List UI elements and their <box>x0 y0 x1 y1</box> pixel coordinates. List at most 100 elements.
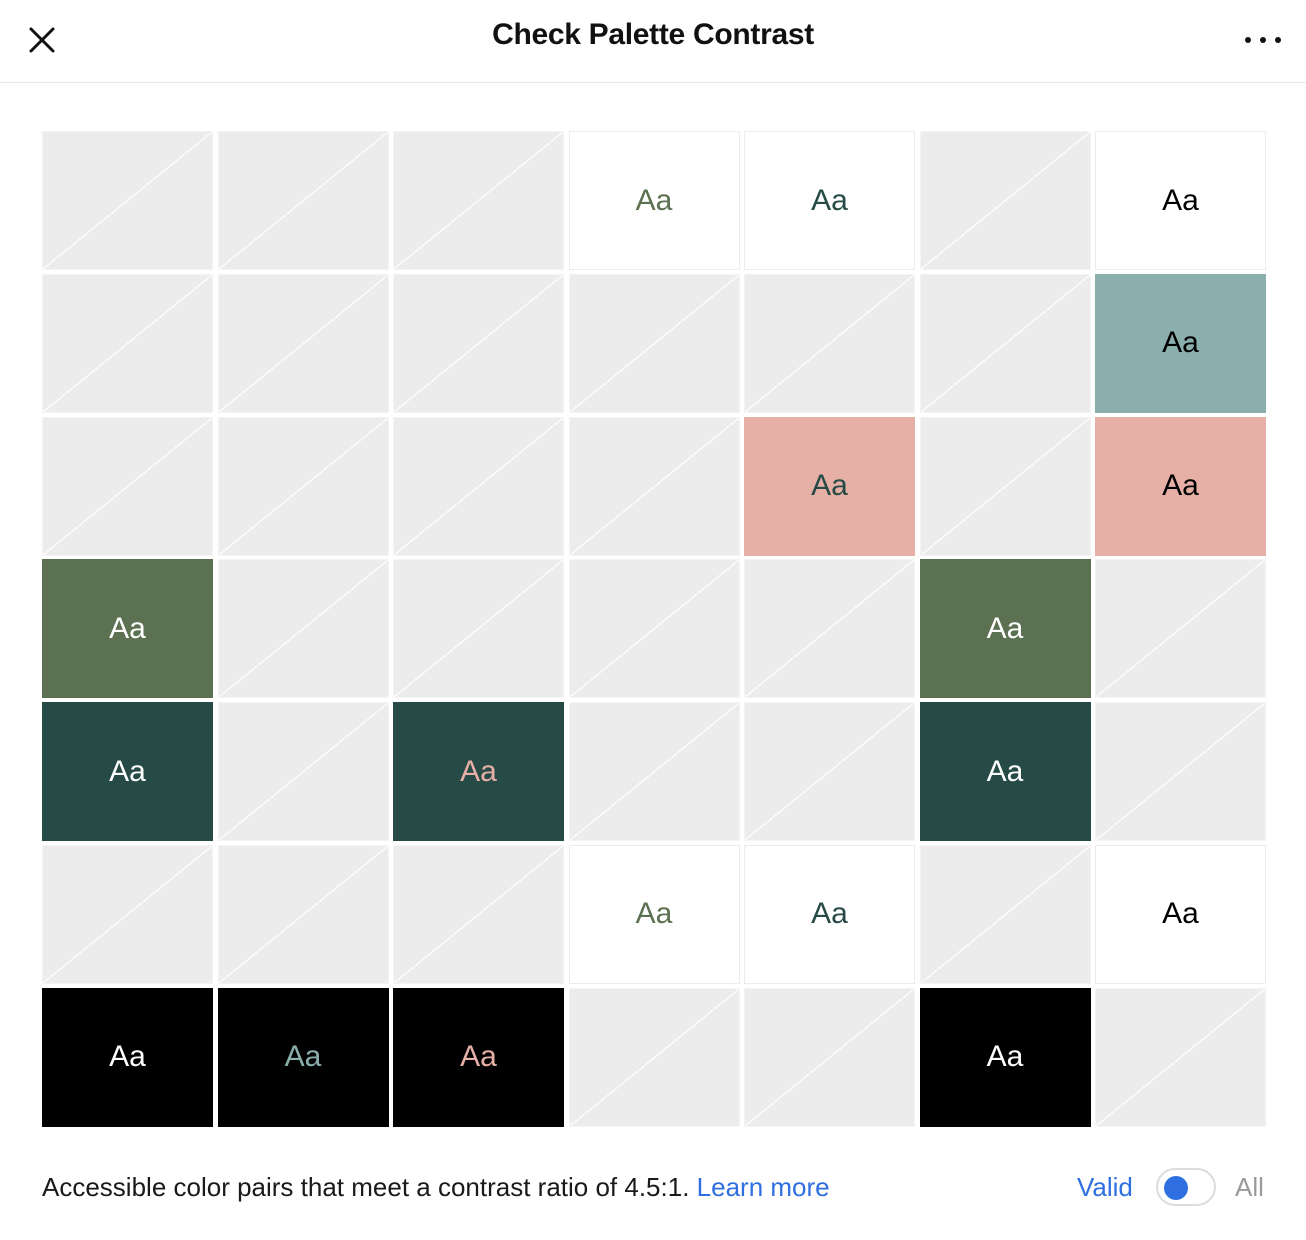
contrast-cell[interactable]: Aa <box>1095 131 1266 270</box>
contrast-cell-empty <box>217 416 389 556</box>
diagonal-slash-icon <box>921 418 1090 555</box>
toggle-label-all[interactable]: All <box>1235 1172 1264 1202</box>
diagonal-slash-icon <box>745 989 914 1126</box>
diagonal-slash-icon <box>570 989 739 1126</box>
dialog-title: Check Palette Contrast <box>492 18 814 51</box>
sample-text: Aa <box>635 897 673 931</box>
close-button[interactable] <box>22 20 62 60</box>
contrast-cell-empty <box>919 844 1091 984</box>
contrast-cell-empty <box>217 844 389 984</box>
sample-text: Aa <box>460 754 497 788</box>
contrast-cell[interactable]: Aa <box>393 702 564 842</box>
contrast-cell[interactable]: Aa <box>744 844 915 984</box>
sample-text: Aa <box>986 1040 1024 1074</box>
contrast-cell-empty <box>393 416 564 556</box>
contrast-cell-empty <box>919 131 1091 270</box>
contrast-cell-empty <box>568 273 740 413</box>
contrast-cell-empty <box>568 987 740 1127</box>
contrast-cell-empty <box>744 559 915 699</box>
contrast-cell[interactable]: Aa <box>919 559 1091 699</box>
contrast-cell[interactable]: Aa <box>217 987 389 1127</box>
sample-text: Aa <box>811 183 848 217</box>
contrast-cell[interactable]: Aa <box>1095 273 1266 413</box>
toggle-label-valid[interactable]: Valid <box>1077 1172 1133 1202</box>
sample-text: Aa <box>635 183 673 217</box>
contrast-cell[interactable]: Aa <box>42 559 213 699</box>
dialog-header: Check Palette Contrast <box>0 0 1306 83</box>
diagonal-slash-icon <box>219 275 388 412</box>
diagonal-slash-icon <box>1096 703 1265 840</box>
contrast-cell-empty <box>42 416 213 556</box>
diagonal-slash-icon <box>394 846 563 983</box>
diagonal-slash-icon <box>43 275 212 412</box>
sample-text: Aa <box>1162 326 1199 360</box>
sample-text: Aa <box>986 754 1024 788</box>
contrast-cell-empty <box>568 416 740 556</box>
diagonal-slash-icon <box>570 418 739 555</box>
toggle-knob <box>1164 1176 1188 1200</box>
contrast-cell-empty <box>919 416 1091 556</box>
contrast-cell-empty <box>393 273 564 413</box>
diagonal-slash-icon <box>921 846 1090 983</box>
diagonal-slash-icon <box>43 846 212 983</box>
diagonal-slash-icon <box>745 703 914 840</box>
contrast-cell-empty <box>217 273 389 413</box>
contrast-cell[interactable]: Aa <box>744 416 915 556</box>
sample-text: Aa <box>986 611 1024 645</box>
sample-text: Aa <box>811 897 848 931</box>
contrast-cell[interactable]: Aa <box>919 987 1091 1127</box>
diagonal-slash-icon <box>219 418 388 555</box>
contrast-cell-empty <box>744 987 915 1127</box>
contrast-cell[interactable]: Aa <box>393 987 564 1127</box>
diagonal-slash-icon <box>745 275 914 412</box>
valid-all-toggle[interactable] <box>1156 1168 1216 1206</box>
contrast-grid: Aa Aa Aa Aa Aa Aa Aa Aa Aa Aa Aa Aa Aa Aa Aa Aa Aa Aa <box>42 131 1266 1127</box>
contrast-description-text: Accessible color pairs that meet a contr… <box>42 1172 690 1202</box>
sample-text: Aa <box>109 1040 146 1074</box>
diagonal-slash-icon <box>43 132 212 269</box>
contrast-cell[interactable]: Aa <box>42 702 213 842</box>
contrast-cell-empty <box>217 702 389 842</box>
diagonal-slash-icon <box>394 132 563 269</box>
diagonal-slash-icon <box>219 132 388 269</box>
contrast-cell-empty <box>1095 987 1266 1127</box>
sample-text: Aa <box>284 1040 322 1074</box>
contrast-cell-empty <box>217 131 389 270</box>
sample-text: Aa <box>811 469 848 503</box>
contrast-cell[interactable]: Aa <box>1095 844 1266 984</box>
diagonal-slash-icon <box>745 560 914 697</box>
contrast-cell[interactable]: Aa <box>919 702 1091 842</box>
diagonal-slash-icon <box>570 703 739 840</box>
more-options-button[interactable] <box>1238 20 1288 60</box>
contrast-cell[interactable]: Aa <box>42 987 213 1127</box>
contrast-cell-empty <box>42 844 213 984</box>
diagonal-slash-icon <box>921 275 1090 412</box>
contrast-cell-empty <box>42 273 213 413</box>
diagonal-slash-icon <box>43 418 212 555</box>
diagonal-slash-icon <box>219 560 388 697</box>
diagonal-slash-icon <box>1096 989 1265 1126</box>
contrast-cell[interactable]: Aa <box>568 131 740 270</box>
contrast-cell[interactable]: Aa <box>568 844 740 984</box>
sample-text: Aa <box>460 1040 497 1074</box>
sample-text: Aa <box>1162 469 1199 503</box>
close-icon <box>29 27 55 53</box>
contrast-cell-empty <box>1095 702 1266 842</box>
contrast-cell-empty <box>744 273 915 413</box>
diagonal-slash-icon <box>394 275 563 412</box>
contrast-cell[interactable]: Aa <box>1095 416 1266 556</box>
contrast-cell-empty <box>568 559 740 699</box>
contrast-cell-empty <box>1095 559 1266 699</box>
contrast-cell[interactable]: Aa <box>744 131 915 270</box>
diagonal-slash-icon <box>921 132 1090 269</box>
diagonal-slash-icon <box>219 846 388 983</box>
contrast-cell-empty <box>744 702 915 842</box>
sample-text: Aa <box>109 611 146 645</box>
contrast-cell-empty <box>568 702 740 842</box>
contrast-cell-empty <box>393 844 564 984</box>
diagonal-slash-icon <box>219 703 388 840</box>
contrast-description: Accessible color pairs that meet a contr… <box>42 1172 830 1203</box>
learn-more-link[interactable]: Learn more <box>696 1172 830 1202</box>
sample-text: Aa <box>1162 183 1199 217</box>
contrast-cell-empty <box>393 131 564 270</box>
